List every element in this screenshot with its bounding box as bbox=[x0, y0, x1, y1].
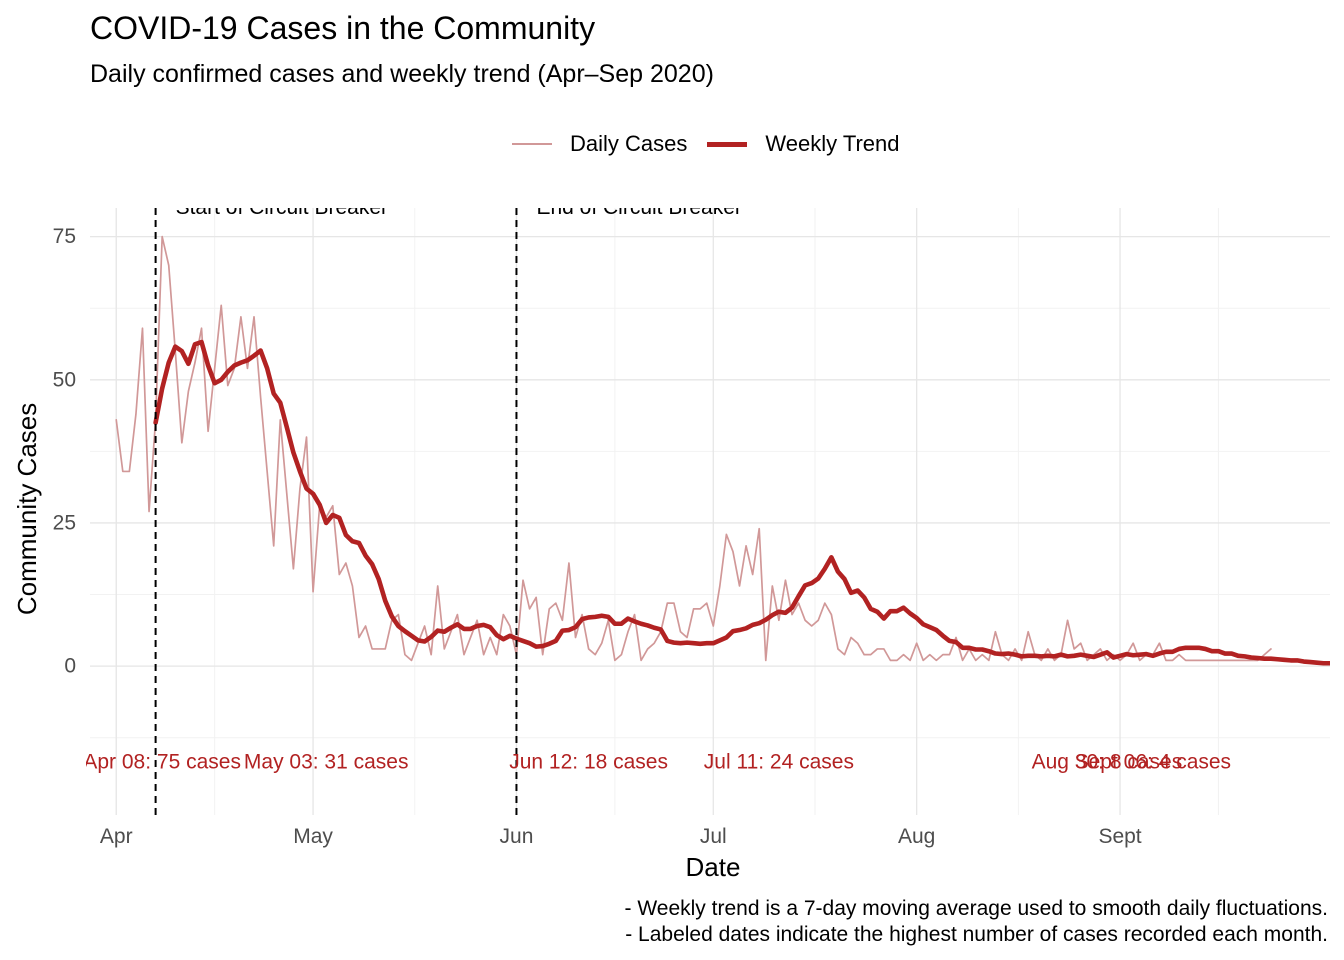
y-axis-label: Community Cases bbox=[12, 403, 42, 615]
legend-label-trend: Weekly Trend bbox=[765, 131, 900, 156]
y-tick-label: 50 bbox=[53, 368, 76, 391]
caption-line-1: - Weekly trend is a 7-day moving average… bbox=[624, 897, 1328, 920]
legend: Daily Cases Weekly Trend bbox=[512, 128, 899, 160]
peak-annotation: Sept 06: 4 cases bbox=[1075, 751, 1231, 774]
chart-caption: - Weekly trend is a 7-day moving average… bbox=[625, 896, 1328, 948]
legend-swatch-trend bbox=[707, 141, 748, 147]
chart-subtitle: Daily confirmed cases and weekly trend (… bbox=[90, 60, 714, 88]
peak-annotation: May 03: 31 cases bbox=[244, 751, 409, 774]
weekly-trend-line bbox=[153, 339, 1330, 666]
legend-swatch-daily bbox=[512, 143, 552, 145]
daily-cases-line bbox=[115, 235, 1272, 662]
data-series bbox=[115, 235, 1330, 666]
y-tick-label: 0 bbox=[64, 655, 76, 678]
peak-annotation: Jul 11: 24 cases bbox=[704, 751, 854, 774]
x-tick-label: Apr bbox=[100, 825, 133, 848]
left-edge-mask bbox=[0, 745, 86, 781]
x-axis-label: Date bbox=[686, 852, 741, 882]
x-tick-label: Sept bbox=[1098, 825, 1141, 848]
caption-line-2: - Labeled dates indicate the highest num… bbox=[625, 923, 1328, 946]
reference-line-label: End of Circuit Breaker bbox=[536, 196, 741, 219]
peak-annotation: Jun 12: 18 cases bbox=[509, 751, 668, 774]
legend-label-daily: Daily Cases bbox=[570, 131, 688, 156]
x-tick-label: Aug bbox=[898, 825, 935, 848]
x-tick-label: May bbox=[293, 825, 333, 848]
reference-lines: Start of Circuit Breaker End of Circuit B… bbox=[154, 196, 742, 815]
legend-item-daily: Daily Cases bbox=[512, 131, 687, 157]
reference-line-label: Start of Circuit Breaker bbox=[176, 196, 388, 219]
x-tick-label: Jun bbox=[500, 825, 534, 848]
y-tick-label: 75 bbox=[53, 225, 76, 248]
legend-item-trend: Weekly Trend bbox=[707, 131, 899, 157]
x-tick-label: Jul bbox=[700, 825, 727, 848]
chart-title: COVID-19 Cases in the Community bbox=[90, 10, 596, 46]
y-tick-label: 25 bbox=[53, 511, 76, 534]
peak-annotation: Aug 30: 8 cases bbox=[1032, 751, 1183, 774]
peak-annotation: Apr 08: 75 cases bbox=[83, 751, 241, 774]
